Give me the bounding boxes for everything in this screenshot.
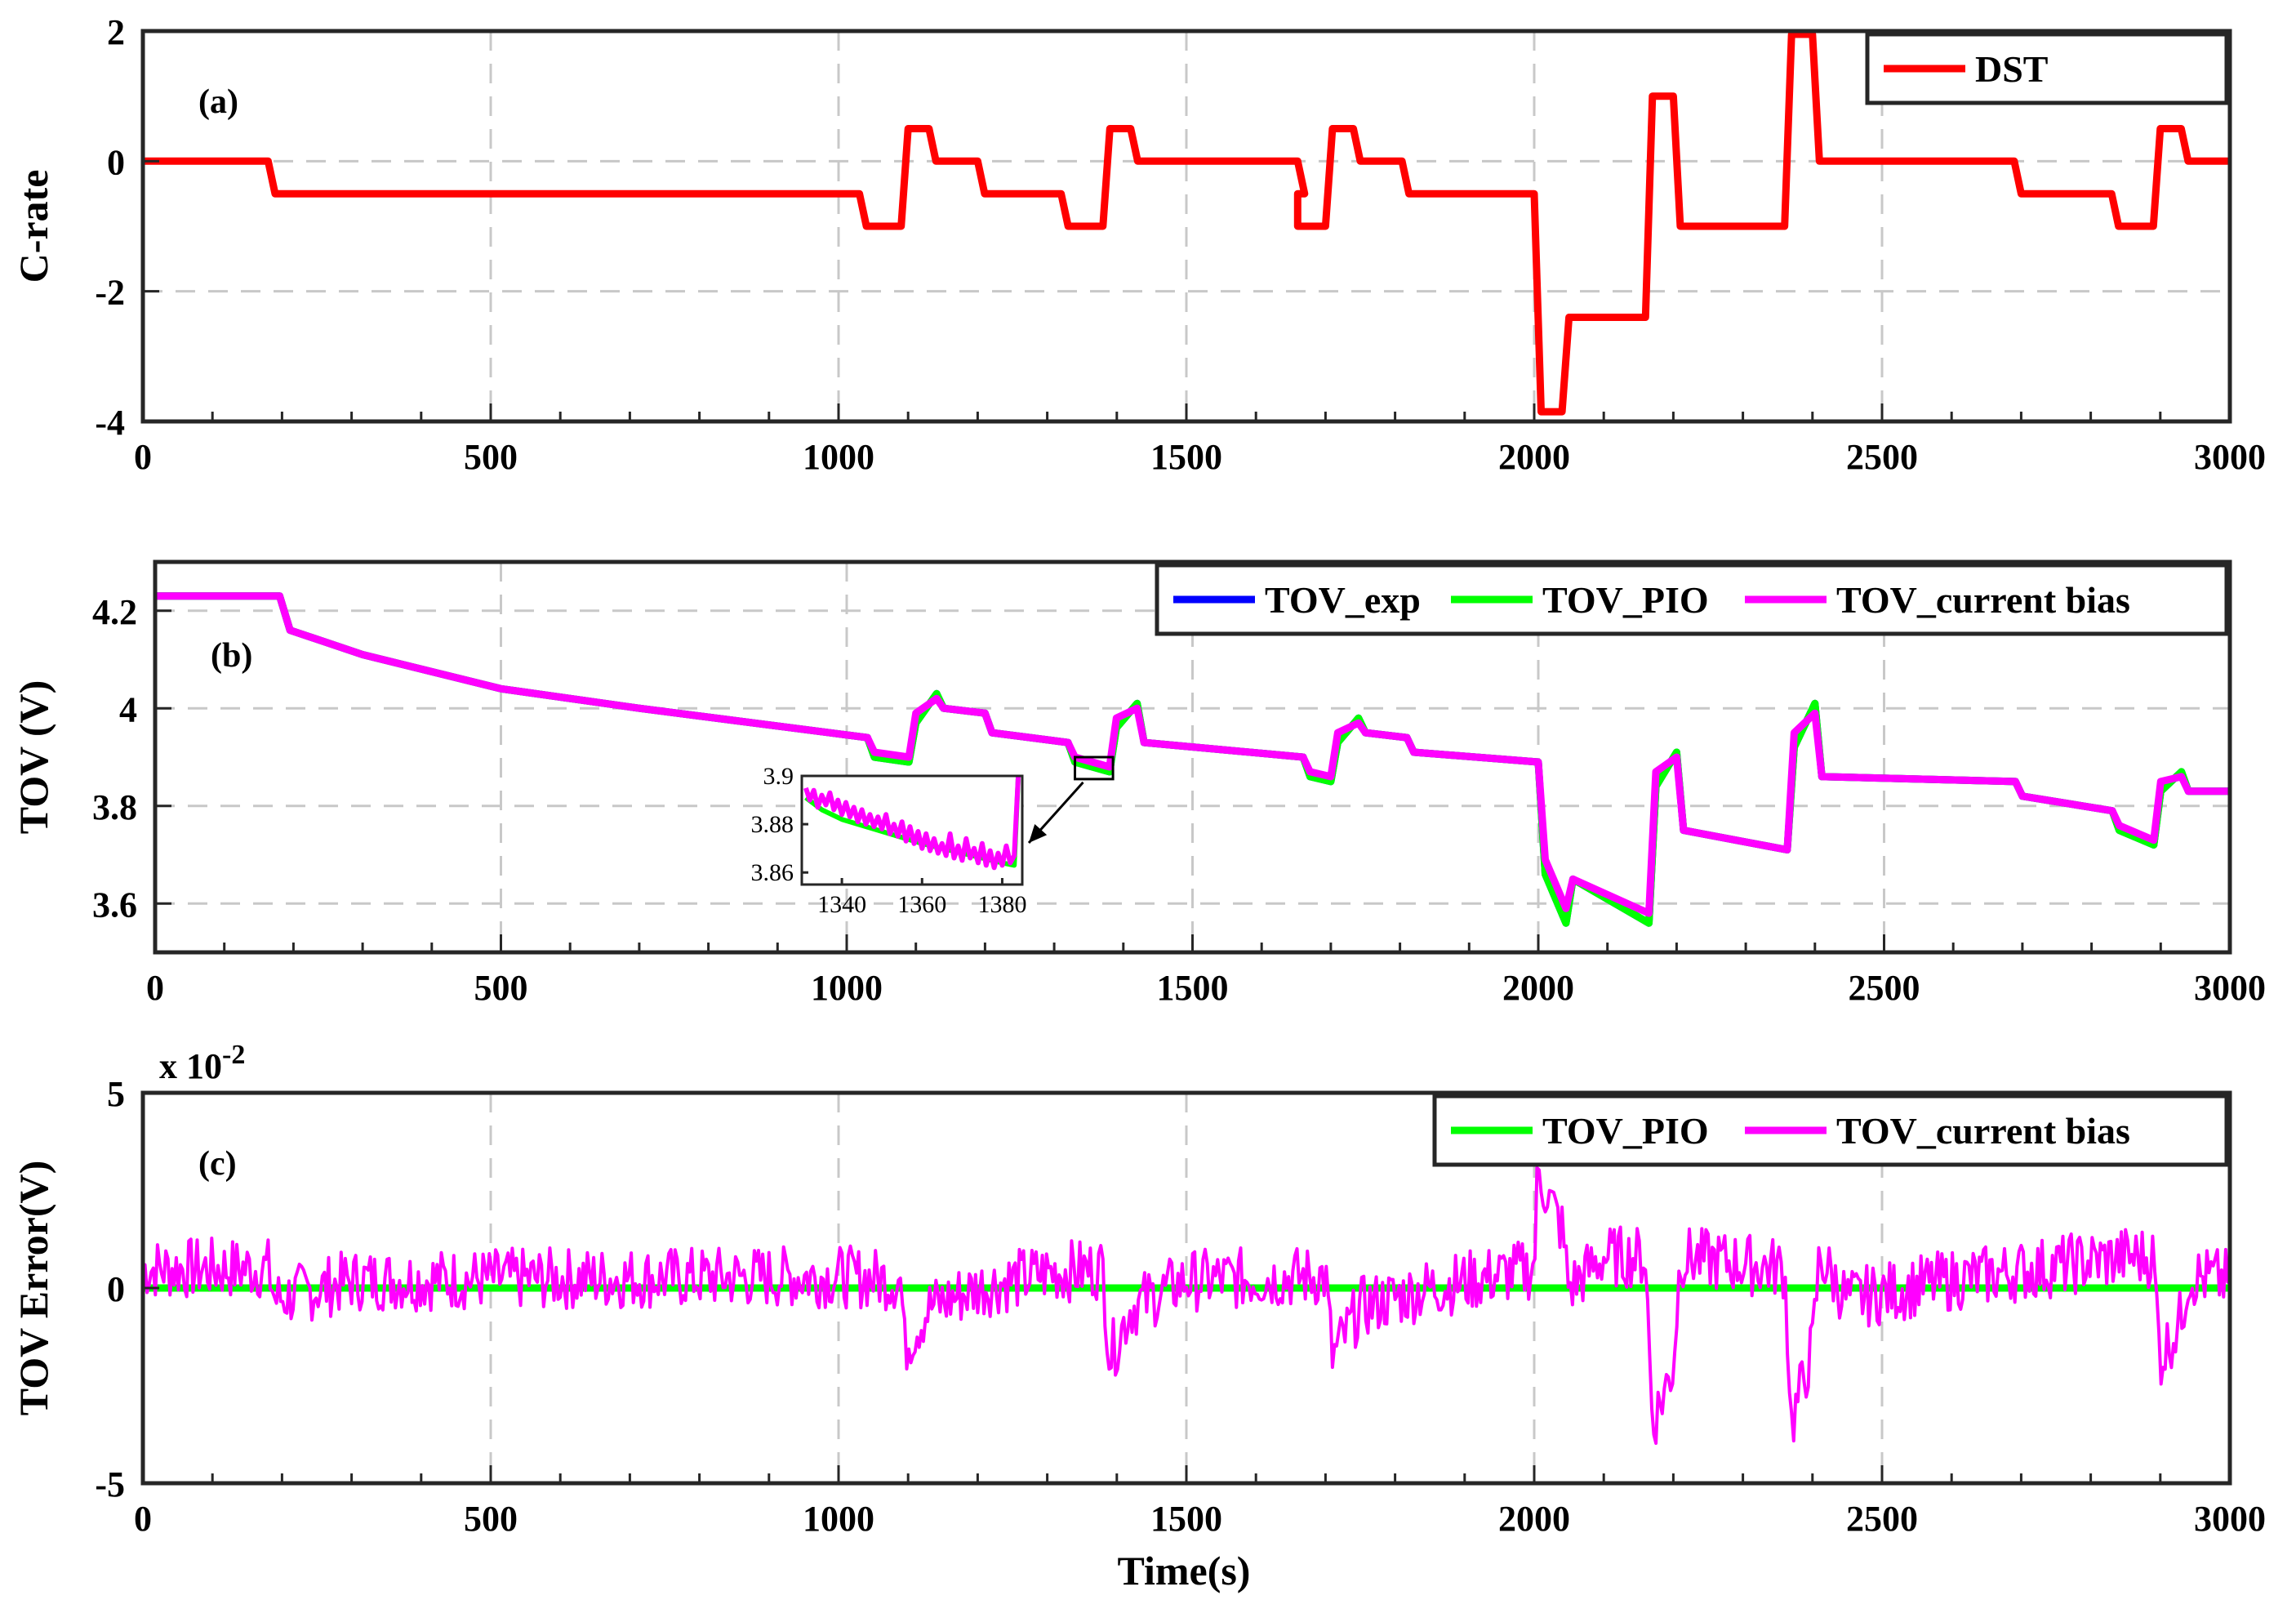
zoom-region-box <box>1074 755 1115 781</box>
inset-y-tick-label: 3.86 <box>751 859 794 886</box>
legend-box <box>1155 563 2229 636</box>
panel-label: (a) <box>198 83 238 121</box>
x-tick-label: 1500 <box>1157 968 1229 1008</box>
inset-series <box>803 776 1021 871</box>
legend-item: TOV_PIO <box>1451 579 1709 621</box>
y-tick-label: 2 <box>107 12 125 52</box>
x-tick-label: 1000 <box>803 1499 874 1539</box>
y-tick-label: 0 <box>107 1269 125 1309</box>
inset-frame <box>800 774 1024 886</box>
legend-item: TOV_current bias <box>1745 1110 2130 1152</box>
y-tick-label: 4.2 <box>92 592 137 632</box>
y-axis-title: TOV (V) <box>11 680 56 834</box>
legend-label: TOV_PIO <box>1542 579 1709 621</box>
x-tick-label: 0 <box>134 437 152 477</box>
y-tick-label: -5 <box>95 1464 125 1504</box>
inset-x-tick-label: 1360 <box>897 891 946 918</box>
y-tick-label: -4 <box>95 403 125 443</box>
legend-label: DST <box>1975 48 2048 90</box>
panel-label: (c) <box>198 1145 237 1183</box>
x-tick-label: 2500 <box>1846 1499 1918 1539</box>
legend: TOV_exp TOV_PIO TOV_current bias <box>1155 563 2229 636</box>
y-tick-label: 5 <box>107 1074 125 1114</box>
inset-y-tick-label: 3.9 <box>763 763 794 790</box>
y-tick-label: 4 <box>119 689 137 729</box>
legend-item: TOV_current bias <box>1745 579 2130 621</box>
y-exponent: x 10-2 <box>159 1040 245 1086</box>
series-line-tov_current-bias <box>143 1166 2230 1445</box>
x-tick-label: 1500 <box>1150 437 1222 477</box>
series <box>143 1166 2230 1445</box>
panel-b: 0 500 1000 1500 2000 2500 3000 4.2 4 3.8 3.6 TOV (V… <box>11 559 2266 1008</box>
x-axis-title: Time(s) <box>1118 1548 1251 1593</box>
inset-line-tov_current-bias <box>803 776 1021 871</box>
y-tick-label: 0 <box>107 142 125 182</box>
x-tick-label: 2000 <box>1498 1499 1570 1539</box>
series <box>155 592 2230 927</box>
y-tick-label: 3.8 <box>92 787 137 827</box>
x-tick-label: 2500 <box>1849 968 1920 1008</box>
legend: TOV_PIO TOV_current bias <box>1432 1094 2229 1167</box>
legend-item: TOV_PIO <box>1451 1110 1709 1152</box>
x-tick-label: 1000 <box>803 437 874 477</box>
series <box>143 31 2230 416</box>
y-tick-label: -2 <box>95 273 125 313</box>
legend-label: TOV_current bias <box>1836 579 2130 621</box>
x-tick-label: 2000 <box>1502 968 1574 1008</box>
zoom-inset: 1340 1360 1380 3.9 3.88 3.86 <box>751 755 1115 918</box>
x-tick-label: 3000 <box>2194 437 2266 477</box>
x-tick-label: 500 <box>464 437 518 477</box>
x-tick-label: 2500 <box>1846 437 1918 477</box>
legend-box <box>1432 1094 2229 1167</box>
x-tick-label: 2000 <box>1498 437 1570 477</box>
series-line-dst <box>143 31 2230 416</box>
x-tick-label: 1500 <box>1150 1499 1222 1539</box>
legend-item: TOV_exp <box>1173 579 1421 621</box>
y-axis-title: TOV Error(V) <box>11 1161 56 1415</box>
x-tick-label: 0 <box>146 968 164 1008</box>
grid <box>155 562 2230 952</box>
y-tick-label: 3.6 <box>92 885 137 925</box>
inset-x-tick-label: 1380 <box>977 891 1026 918</box>
x-tick-label: 500 <box>474 968 528 1008</box>
x-tick-label: 3000 <box>2194 968 2266 1008</box>
x-tick-label: 1000 <box>811 968 883 1008</box>
panel-label: (b) <box>211 637 252 675</box>
legend: DST <box>1865 32 2229 105</box>
legend-label: TOV_PIO <box>1542 1110 1709 1152</box>
y-axis-title: C-rate <box>11 170 56 283</box>
x-tick-label: 0 <box>134 1499 152 1539</box>
x-tick-label: 3000 <box>2194 1499 2266 1539</box>
x-tick-label: 500 <box>464 1499 518 1539</box>
panel-a: 0 500 1000 1500 2000 2500 3000 2 0 -2 -4 C-rate (a) D… <box>11 12 2266 477</box>
inset-y-tick-label: 3.88 <box>751 811 794 838</box>
inset-x-tick-label: 1340 <box>817 891 866 918</box>
legend-item: DST <box>1884 48 2048 90</box>
legend-label: TOV_current bias <box>1836 1110 2130 1152</box>
series-line-tov_current-bias <box>155 592 2230 917</box>
legend-label: TOV_exp <box>1265 579 1421 621</box>
zoom-arrow-head <box>1029 823 1048 843</box>
